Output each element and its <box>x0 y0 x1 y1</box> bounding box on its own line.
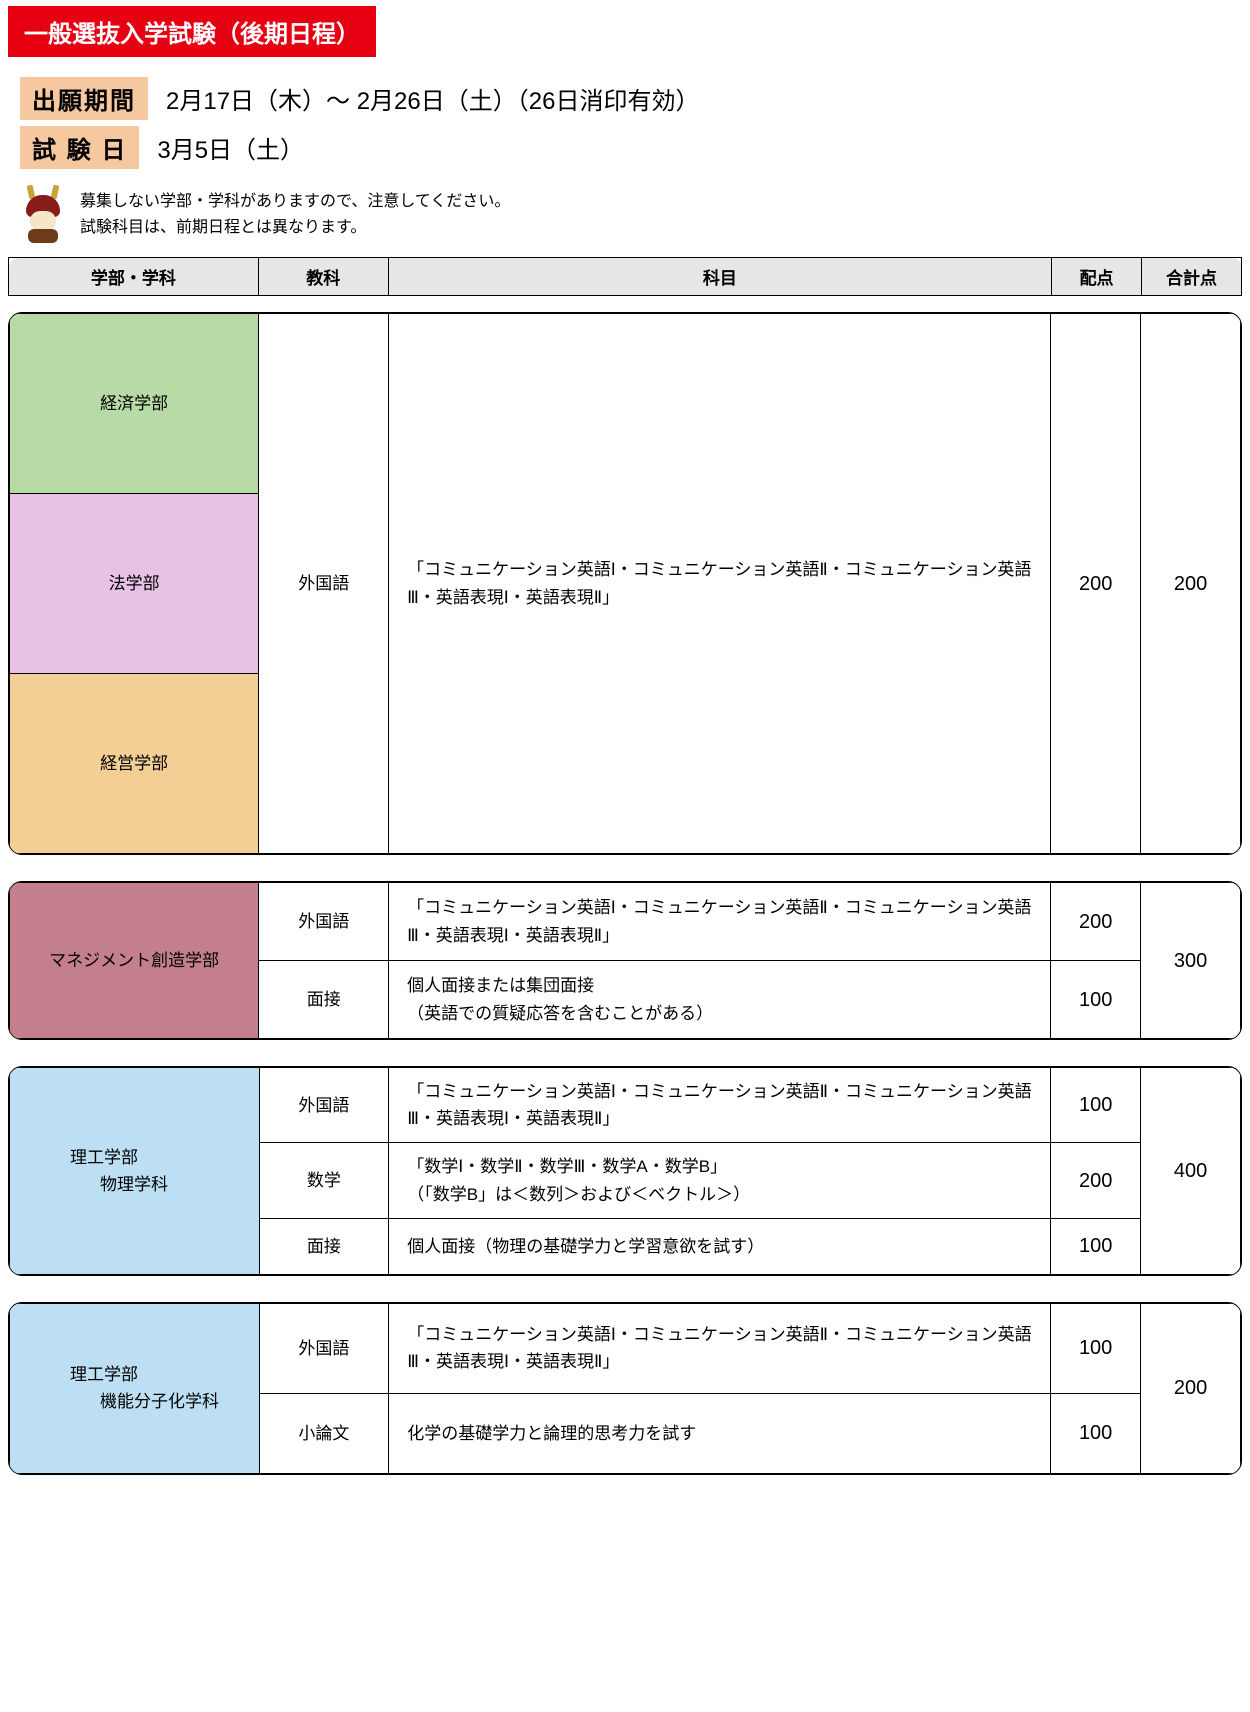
page-title: 一般選抜入学試験（後期日程） <box>8 6 376 57</box>
dept-sci-chemistry: 理工学部 機能分子化学科 <box>10 1303 260 1473</box>
notice-block: 募集しない学部・学科がありますので、注意してください。 試験科目は、前期日程とは… <box>20 189 1250 241</box>
header-detail: 科目 <box>388 258 1051 296</box>
column-header-table: 学部・学科 教科 科目 配点 合計点 <box>8 257 1242 296</box>
block3-total: 400 <box>1141 1068 1241 1275</box>
block4-area-0: 外国語 <box>259 1303 389 1393</box>
block-sci-chemistry: 理工学部 機能分子化学科 外国語 「コミュニケーション英語Ⅰ・コミュニケーション… <box>8 1302 1242 1475</box>
dept-sci-physics: 理工学部 物理学科 <box>10 1068 260 1275</box>
block3-area-0: 外国語 <box>259 1068 389 1143</box>
block3-area-1: 数学 <box>259 1143 389 1218</box>
mascot-icon <box>20 189 66 241</box>
block2-area-0: 外国語 <box>259 883 389 961</box>
exam-date-label: 試 験 日 <box>20 126 139 169</box>
dept-sci-chemistry-line1: 理工学部 <box>70 1365 138 1384</box>
block2-total: 300 <box>1141 883 1241 1039</box>
application-period-row: 出願期間 2月17日（木）～ 2月26日（土）（26日消印有効） <box>20 77 1250 120</box>
application-period-value: 2月17日（木）～ 2月26日（土）（26日消印有効） <box>166 81 699 116</box>
block1-score: 200 <box>1051 314 1141 854</box>
dept-economics: 経済学部 <box>10 314 259 494</box>
block3-detail-0: 「コミュニケーション英語Ⅰ・コミュニケーション英語Ⅱ・コミュニケーション英語Ⅲ・… <box>389 1068 1051 1143</box>
block1-area: 外国語 <box>259 314 389 854</box>
header-score: 配点 <box>1052 258 1142 296</box>
block-management-creation: マネジメント創造学部 外国語 「コミュニケーション英語Ⅰ・コミュニケーション英語… <box>8 881 1242 1040</box>
block4-area-1: 小論文 <box>259 1393 389 1473</box>
dept-law: 法学部 <box>10 494 259 674</box>
application-period-label: 出願期間 <box>20 77 148 120</box>
block1-detail: 「コミュニケーション英語Ⅰ・コミュニケーション英語Ⅱ・コミュニケーション英語Ⅲ・… <box>389 314 1051 854</box>
notice-line-2: 試験科目は、前期日程とは異なります。 <box>80 215 510 241</box>
block-humanities: 経済学部 外国語 「コミュニケーション英語Ⅰ・コミュニケーション英語Ⅱ・コミュニ… <box>8 312 1242 855</box>
block3-detail-1: 「数学Ⅰ・数学Ⅱ・数学Ⅲ・数学A・数学B」 （「数学B」は＜数列＞および＜ベクト… <box>389 1143 1051 1218</box>
header-area: 教科 <box>258 258 388 296</box>
block2-detail-0: 「コミュニケーション英語Ⅰ・コミュニケーション英語Ⅱ・コミュニケーション英語Ⅲ・… <box>389 883 1051 961</box>
block2-score-0: 200 <box>1051 883 1141 961</box>
exam-date-row: 試 験 日 3月5日（土） <box>20 126 1250 169</box>
dept-sci-chemistry-line2: 機能分子化学科 <box>70 1388 245 1415</box>
block1-total: 200 <box>1141 314 1241 854</box>
notice-line-1: 募集しない学部・学科がありますので、注意してください。 <box>80 189 510 215</box>
block4-detail-0: 「コミュニケーション英語Ⅰ・コミュニケーション英語Ⅱ・コミュニケーション英語Ⅲ・… <box>389 1303 1051 1393</box>
block2-area-1: 面接 <box>259 961 389 1039</box>
dept-sci-physics-line2: 物理学科 <box>70 1171 245 1198</box>
block3-score-0: 100 <box>1051 1068 1141 1143</box>
block-sci-physics: 理工学部 物理学科 外国語 「コミュニケーション英語Ⅰ・コミュニケーション英語Ⅱ… <box>8 1066 1242 1276</box>
block3-detail-2: 個人面接（物理の基礎学力と学習意欲を試す） <box>389 1218 1051 1274</box>
block4-total: 200 <box>1141 1303 1241 1473</box>
dept-management: 経営学部 <box>10 674 259 854</box>
header-total: 合計点 <box>1142 258 1242 296</box>
dept-mgmt-creation: マネジメント創造学部 <box>10 883 259 1039</box>
header-dept: 学部・学科 <box>9 258 259 296</box>
block4-detail-1: 化学の基礎学力と論理的思考力を試す <box>389 1393 1051 1473</box>
exam-date-value: 3月5日（土） <box>157 130 304 165</box>
block3-score-2: 100 <box>1051 1218 1141 1274</box>
block3-area-2: 面接 <box>259 1218 389 1274</box>
block2-score-1: 100 <box>1051 961 1141 1039</box>
dept-sci-physics-line1: 理工学部 <box>70 1148 138 1167</box>
block4-score-1: 100 <box>1051 1393 1141 1473</box>
block2-detail-1: 個人面接または集団面接 （英語での質疑応答を含むことがある） <box>389 961 1051 1039</box>
block3-score-1: 200 <box>1051 1143 1141 1218</box>
block4-score-0: 100 <box>1051 1303 1141 1393</box>
